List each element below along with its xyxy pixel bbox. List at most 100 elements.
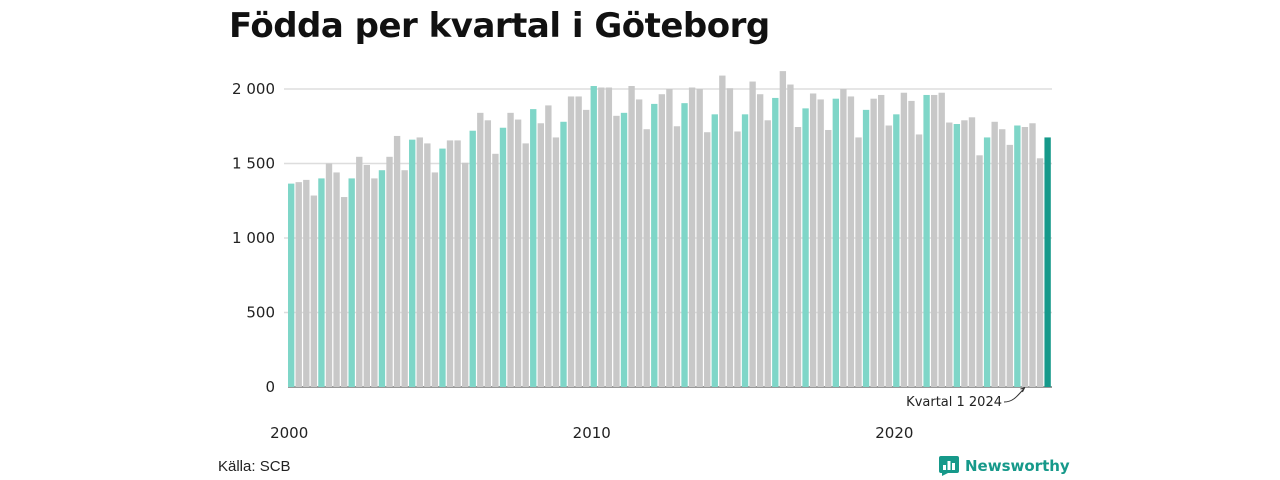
bar: [893, 114, 900, 387]
bar: [643, 129, 650, 388]
chart-title: Födda per kvartal i Göteborg: [229, 6, 770, 46]
bar: [825, 129, 832, 388]
bar: [704, 132, 711, 387]
bar: [348, 178, 355, 387]
bar: [340, 197, 348, 387]
bar: [983, 137, 991, 387]
bars: [288, 71, 1051, 388]
bar: [628, 86, 635, 388]
source-note: Källa: SCB: [218, 458, 291, 475]
bar: [310, 195, 318, 387]
bar: [477, 112, 484, 387]
bar: [673, 126, 681, 387]
x-axis-labels: 2000 2010 2020: [270, 424, 913, 442]
bar: [847, 96, 855, 387]
y-tick-label: 0: [265, 378, 275, 396]
x-tick-label: 2010: [573, 424, 611, 442]
bar: [749, 81, 756, 388]
bar: [968, 117, 976, 387]
bar: [567, 96, 575, 387]
bar: [726, 88, 734, 387]
bar: [681, 103, 688, 387]
bar: [446, 140, 454, 387]
bar: [303, 179, 310, 387]
bar: [923, 94, 930, 388]
bar: [1014, 125, 1021, 387]
bar: [802, 108, 809, 388]
bar: [560, 121, 567, 387]
bar: [870, 98, 877, 387]
bar: [620, 112, 628, 387]
brand-logo: Newsworthy: [939, 456, 1070, 476]
bar: [613, 115, 620, 387]
bar: [900, 92, 908, 387]
brand-name: Newsworthy: [965, 457, 1070, 475]
bar: [772, 97, 779, 387]
bar: [371, 178, 378, 387]
bar: [605, 87, 613, 387]
bar: [598, 87, 605, 387]
bar: [461, 162, 469, 387]
bar: [522, 143, 529, 387]
bar: [719, 75, 726, 387]
bar: [454, 140, 461, 387]
bar: [507, 112, 514, 387]
bar-highlight: [1044, 137, 1051, 387]
bar: [779, 71, 787, 388]
bar: [499, 127, 507, 388]
bar: [514, 119, 522, 388]
bar: [333, 172, 340, 387]
bar: [469, 130, 476, 387]
bar: [764, 120, 771, 387]
bar: [583, 109, 590, 388]
bar: [378, 170, 386, 387]
bar: [696, 89, 703, 387]
bar: [915, 134, 923, 387]
bar: [409, 139, 416, 387]
bar: [416, 137, 423, 387]
x-tick-label: 2000: [270, 424, 308, 442]
bar: [976, 155, 983, 387]
bar: [484, 120, 492, 387]
bar: [651, 103, 658, 388]
bar: [711, 114, 718, 387]
bar: [545, 105, 552, 387]
bar: [318, 178, 325, 387]
y-tick-label: 2 000: [232, 80, 275, 98]
bar: [809, 93, 817, 387]
bar: [885, 125, 892, 387]
bar: [1006, 144, 1013, 388]
bar: [953, 124, 961, 387]
bar: [590, 86, 597, 388]
bar: [530, 109, 537, 388]
bar: [492, 153, 499, 387]
bar: [878, 94, 885, 388]
bar: [666, 89, 673, 387]
bar: [658, 94, 666, 387]
bar: [401, 170, 408, 387]
bar: [1029, 123, 1036, 388]
bar: [999, 129, 1006, 388]
bar: [1021, 127, 1029, 387]
newsworthy-icon: [939, 456, 959, 476]
bar: [356, 156, 363, 387]
bar: [439, 148, 446, 387]
bar: [741, 114, 749, 387]
bar: [862, 109, 870, 388]
bar: [537, 123, 544, 388]
bar: [688, 87, 696, 387]
bar: [794, 127, 802, 387]
bar: [938, 92, 945, 387]
bar: [575, 96, 582, 387]
annotation-arrowhead: [1020, 387, 1026, 393]
bar: [946, 122, 953, 387]
y-tick-label: 500: [246, 304, 275, 322]
bar: [855, 137, 862, 387]
bar: [787, 84, 794, 387]
bar: [1036, 158, 1044, 387]
bar: [991, 121, 998, 387]
annotation: Kvartal 1 2024: [906, 387, 1026, 410]
bar: [552, 137, 560, 387]
bar: [325, 163, 333, 387]
y-axis-labels: 0 500 1 000 1 500 2 000: [232, 80, 275, 396]
